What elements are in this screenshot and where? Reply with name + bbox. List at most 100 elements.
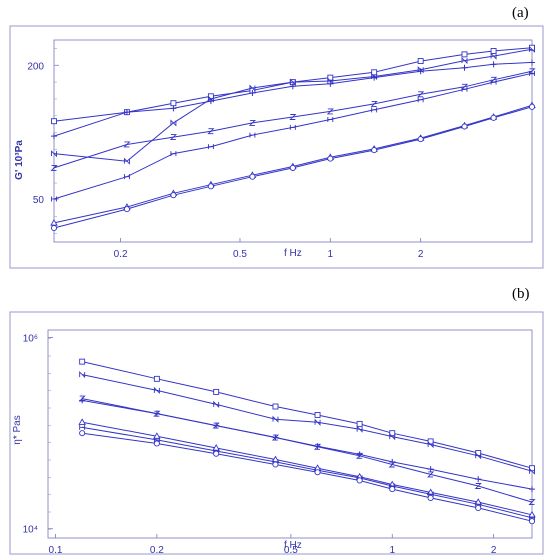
panel-b-series-6-point (314, 469, 321, 476)
panel-a-series-2-line (53, 61, 533, 137)
panel-a-series-0-point (417, 58, 424, 65)
panel-b-series-0-point (427, 438, 434, 445)
panel-b-series-3-point (475, 476, 482, 483)
panel-b-series-1-point (529, 467, 535, 475)
panel-a-series-2-point (170, 105, 177, 112)
panel-a-series-3-point (289, 114, 297, 120)
panel-b-series-2-point (528, 499, 536, 506)
panel-a-series-4-point (490, 79, 497, 85)
panel-b-series-6-point (528, 518, 536, 525)
panel-b-series-3-line (82, 399, 533, 490)
panel-a-series-3-point (417, 91, 425, 98)
panel-a-series-0-point (371, 69, 378, 76)
panel-a-series-1-point (289, 78, 296, 86)
panel-b-series-1-point (475, 452, 482, 460)
panel-b-series-1-line (82, 374, 533, 472)
panel-b-series-1-point (314, 418, 321, 426)
panel-a-series-6-point (289, 164, 296, 171)
panel-b-series-4-point (78, 418, 86, 425)
panel-b-series-1-point (356, 425, 363, 433)
panel-a-series-0-point (461, 51, 468, 58)
panel-b-series-4-point (528, 510, 536, 518)
panel-a-series-6-point (371, 147, 378, 154)
panel-a-series-6-point (327, 155, 334, 162)
panel-a-series-1-point (170, 119, 177, 127)
panel-b-series-6-point (356, 477, 363, 484)
panel-b-series-5-line (82, 426, 533, 519)
panel-b-series-6-point (475, 504, 482, 511)
panel-b-series-3-point (79, 397, 86, 404)
panel-b-series-1-point (389, 433, 396, 441)
panel-b-series-3-point (213, 422, 220, 429)
panel-b-series-2-point (474, 483, 482, 489)
panel-a-series-4-point (207, 144, 214, 150)
panel-a-series-4-point (123, 174, 130, 180)
panel-a-series-6-point (417, 136, 424, 143)
panel-a-series-4-point (327, 116, 334, 122)
panel-b-series-3-point (272, 434, 279, 441)
panel-b-series-3-point (389, 458, 396, 465)
panel-a-plot-area (53, 39, 533, 243)
panel-a-xlabel: f Hz (284, 248, 302, 259)
panel-b-series-4-point (153, 432, 161, 439)
panel-b-series-6-point (79, 430, 86, 437)
panel-b-series-0-point (314, 412, 321, 418)
panel-b-series-4-line (82, 421, 533, 516)
panel-b-series-5-point (79, 424, 86, 430)
panel-a-series-6-point (490, 114, 497, 121)
panel-b-series-3-point (356, 451, 363, 458)
panel-b-series-0-point (389, 430, 396, 437)
panel-a-series-1-point (461, 57, 468, 65)
panel-a-series-3-point (370, 100, 378, 107)
panel-a-xtick-label: 0.5 (233, 249, 247, 260)
panel-a-series-6-point (528, 103, 536, 110)
panel-a-xtick-label: 1 (328, 249, 334, 260)
panel-a-series-3-point (248, 119, 256, 126)
panel-a-frame (9, 25, 544, 269)
panel-a-series-4-line (53, 72, 533, 200)
panel-b-frame (9, 311, 544, 555)
panel-a-series-2-point (51, 133, 57, 140)
panel-a-series-1-point (249, 84, 256, 92)
panel-b-series-5-point (153, 437, 160, 443)
panel-a-series-6-point (123, 206, 130, 213)
panel-b-series-1-point (427, 440, 434, 449)
panel-a-series-4-point (461, 86, 468, 92)
panel-a-series-4-point (417, 97, 424, 103)
panel-a-series-3-point (169, 134, 177, 141)
panel-b-series-6-point (153, 440, 160, 447)
panel-a-series-6-point (50, 224, 58, 232)
panel-b-ytick-label: 10⁶ (23, 334, 38, 345)
panel-b-series-6-point (213, 450, 220, 457)
panel-a-series-1-point (529, 45, 535, 53)
panel-a-series-2-point (123, 109, 130, 116)
panel-b-series-1-point (213, 400, 220, 408)
panel-b-series-1-point (272, 415, 279, 423)
panel-b-series-6-point (272, 461, 279, 468)
panel-a-series-1-line (53, 48, 533, 162)
panel-a-ylabel: G' 10³Pa (14, 140, 25, 180)
panel-a-series-3-line (53, 70, 533, 169)
panel-b-series-0-point (153, 375, 160, 382)
panel-a-series-2-point (289, 83, 296, 90)
panel-a-series-6-point (249, 173, 256, 180)
panel-b-series-5-point (475, 501, 482, 507)
panel-b-series-5-point (427, 491, 434, 497)
panel-b-series-3-point (153, 410, 160, 417)
panel-a-series-1-point (490, 52, 497, 60)
panel-b-xlabel: f Hz (284, 540, 302, 551)
panel-a-series-2-point (417, 68, 424, 75)
panel-b-series-3-point (314, 443, 321, 450)
panel-b-series-0-point (356, 420, 363, 427)
panel-b-plot-area (47, 329, 533, 539)
panel-a-series-0-line (53, 47, 533, 122)
panel-b-xtick-label: 0.2 (150, 545, 164, 556)
panel-b-series-0-point (79, 358, 86, 365)
panel-a-series-2-point (207, 98, 214, 105)
panel-a-series-2-point (461, 64, 468, 71)
panel-a-series-2-point (490, 61, 497, 68)
panel-a-series-2-point (371, 74, 378, 81)
panel-a-series-1-point (123, 157, 130, 165)
panel-b-series-1-point (79, 370, 86, 379)
